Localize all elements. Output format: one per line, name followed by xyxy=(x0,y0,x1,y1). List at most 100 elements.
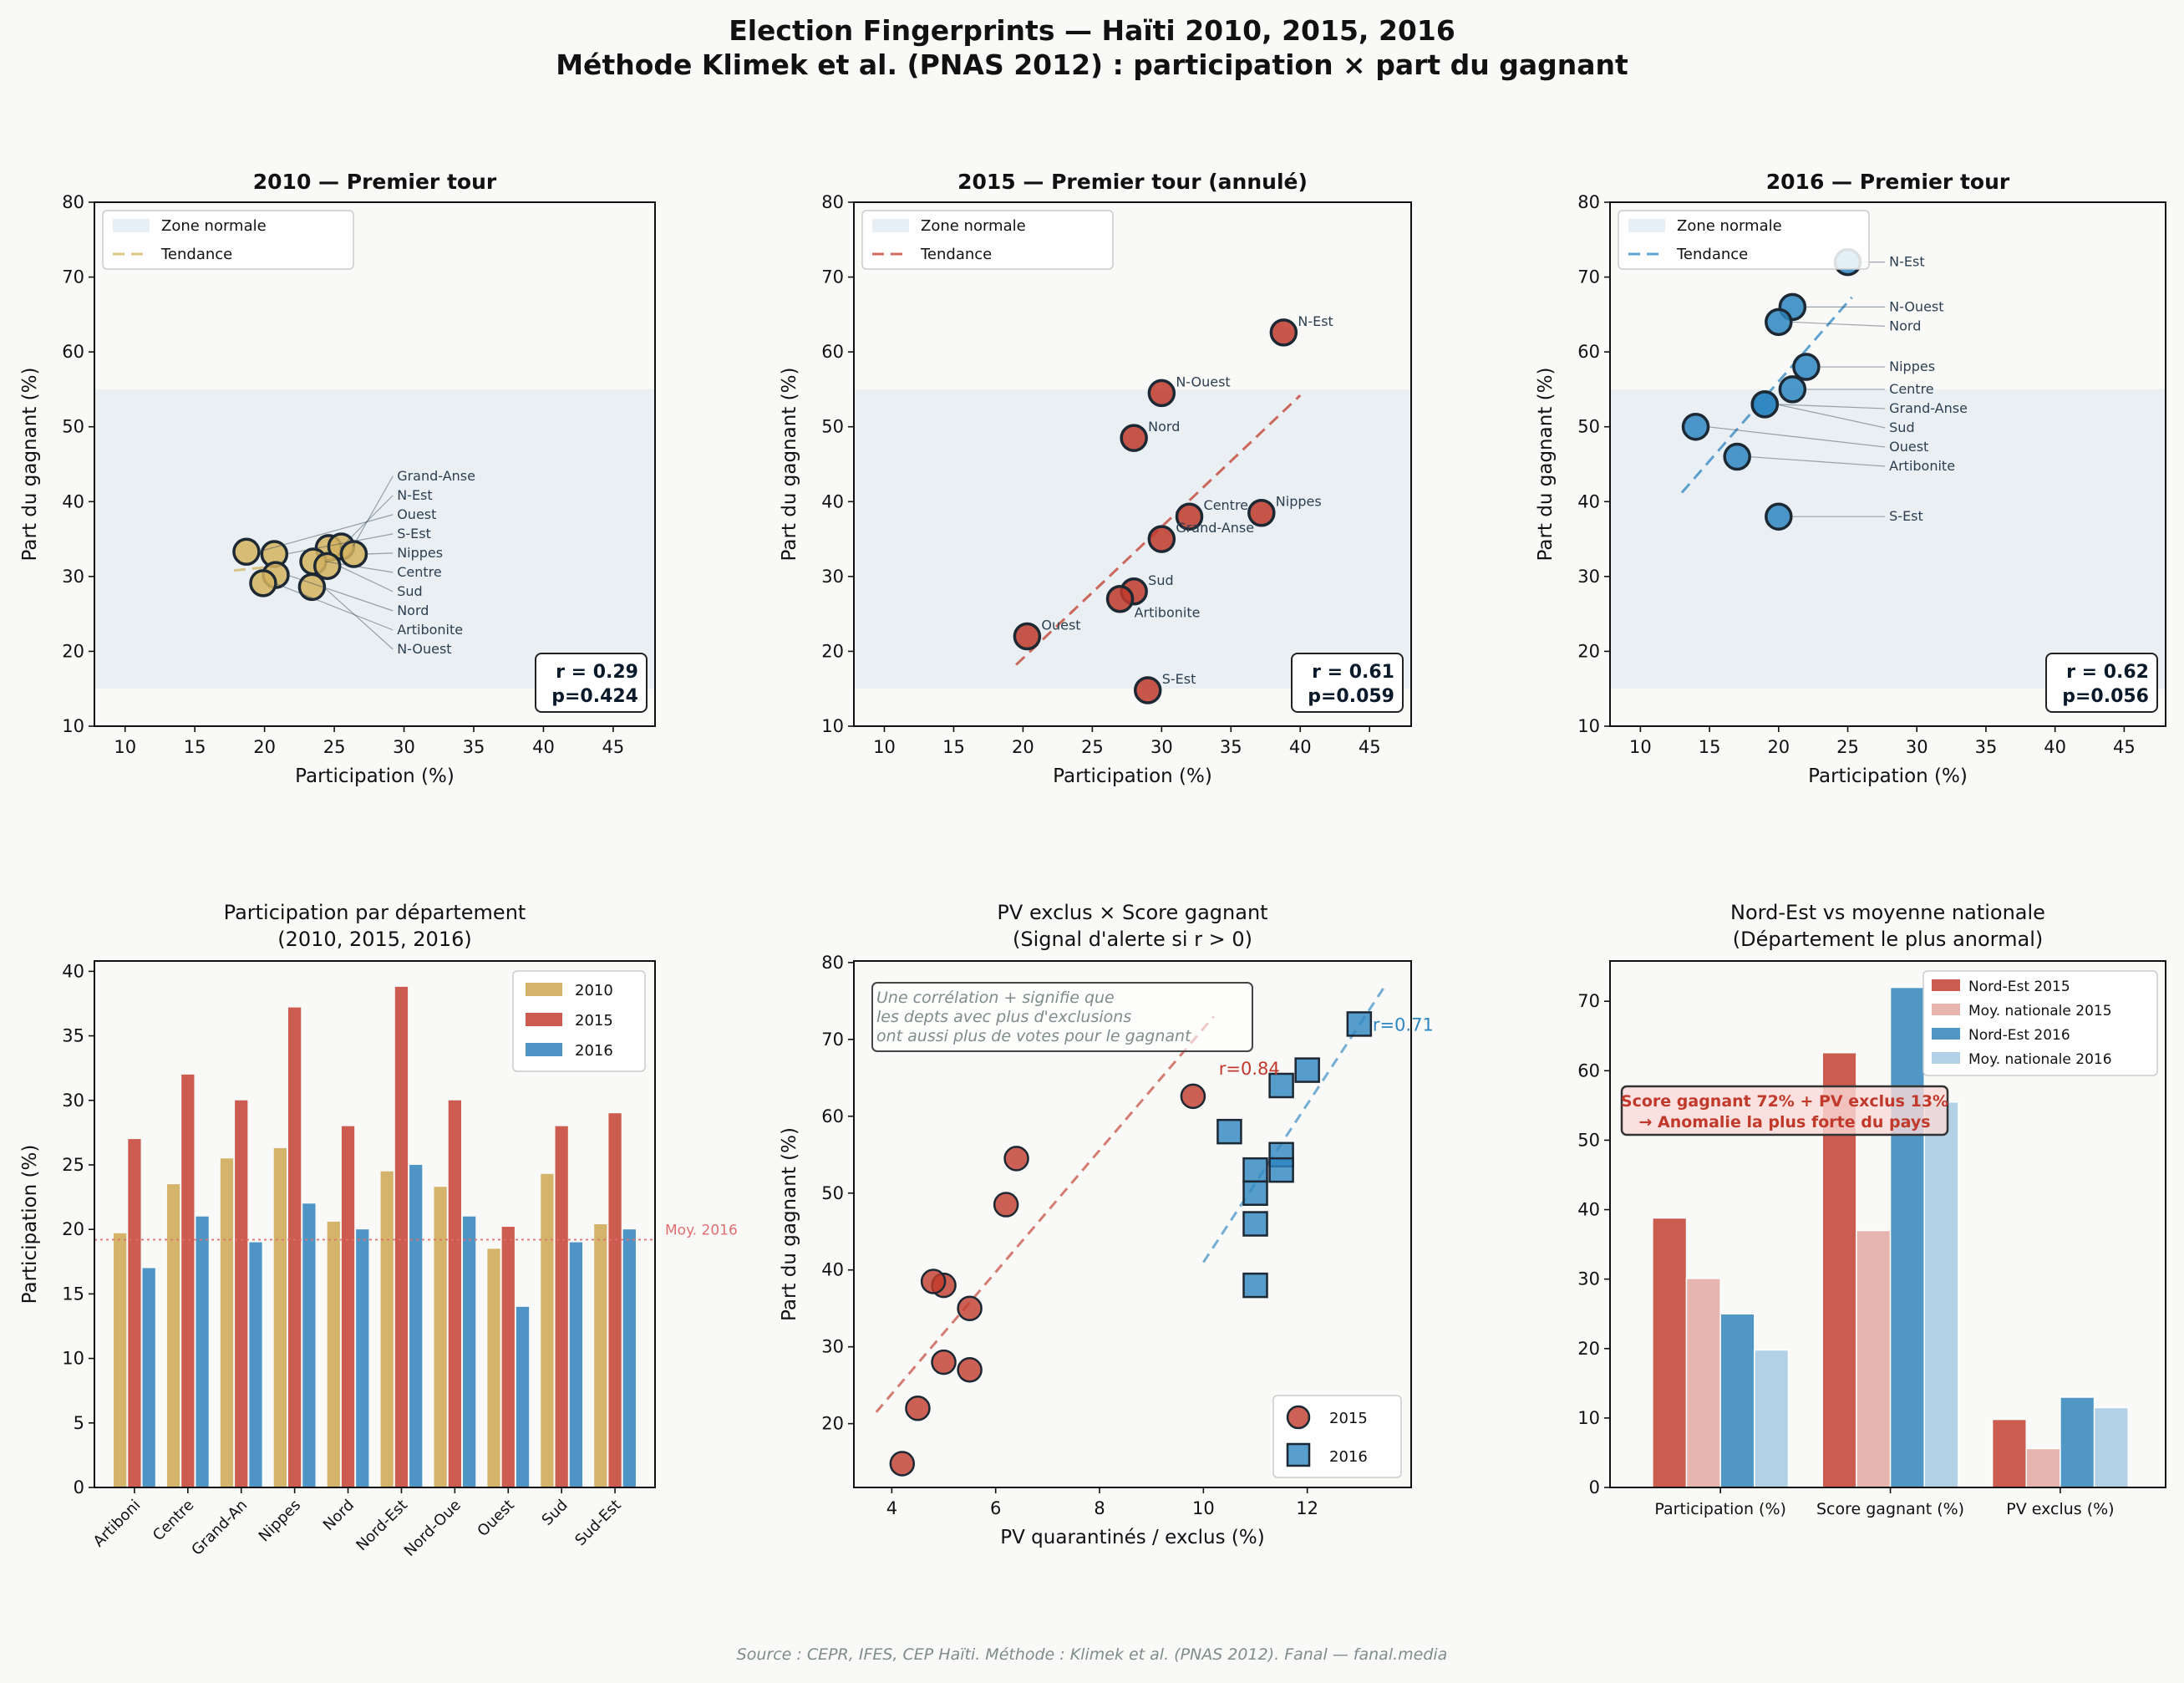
annotation-frame xyxy=(1620,1085,1949,1136)
legend-marker-2016 xyxy=(1286,1442,1311,1467)
point-label: Nord xyxy=(397,603,429,618)
legend-label: 2010 xyxy=(575,982,613,999)
legend-swatch-zone xyxy=(1628,219,1665,232)
point-2016 xyxy=(1268,1157,1294,1183)
source-note: Source : CEPR, IFES, CEP Haïti. Méthode … xyxy=(737,1645,1448,1664)
x-tick-label: 45 xyxy=(602,737,625,757)
y-tick-label: 30 xyxy=(1577,1269,1600,1289)
y-tick-label: 80 xyxy=(1577,192,1600,212)
bar-Moy. nationale 2015-0 xyxy=(1685,1278,1721,1488)
y-axis-label: Part du gagnant (%) xyxy=(779,368,800,562)
point-label: Ouest xyxy=(397,506,436,522)
legend: Zone normale Tendance xyxy=(102,210,354,270)
label-leader-line xyxy=(257,514,394,552)
point-2015 xyxy=(1180,1083,1206,1110)
bar-Moy. nationale 2015-1 xyxy=(1856,1229,1892,1488)
y-tick-label: 70 xyxy=(1577,267,1600,287)
data-point xyxy=(1778,375,1807,404)
point-label: Grand-Anse xyxy=(1889,400,1968,416)
stat-r: r = 0.62 xyxy=(2066,662,2149,683)
y-tick-label: 0 xyxy=(74,1477,84,1497)
scatter-panel-0: Grand-Anse N-Est Ouest S-Est Nippes Centre Sud… xyxy=(19,170,656,787)
x-tick-label: 10 xyxy=(1629,737,1652,757)
x-tick-label: 40 xyxy=(532,737,555,757)
x-tick-label: 35 xyxy=(463,737,485,757)
y-tick-label: 0 xyxy=(1589,1477,1600,1497)
participation-bar-panel: Moy. 2016 0 5 10 15 20 25 30 35 40 Participation (… xyxy=(19,901,738,1560)
bar-2015-Sud-Est xyxy=(608,1113,622,1487)
point-label: Ouest xyxy=(1041,618,1080,633)
legend: Zone normale Tendance xyxy=(861,210,1114,270)
point-2016 xyxy=(1346,1011,1373,1037)
stats-box: r = 0.61 p=0.059 xyxy=(1291,653,1404,713)
label-leader-line xyxy=(286,533,394,555)
legend-label: Tendance xyxy=(1676,246,1748,263)
y-tick-label: 10 xyxy=(821,716,844,736)
x-tick-label: 25 xyxy=(323,737,346,757)
data-point xyxy=(1765,308,1793,337)
point-label: N-Est xyxy=(1298,313,1333,329)
y-tick-label: 40 xyxy=(62,491,84,511)
axes-frame xyxy=(853,960,1412,1488)
bar-Nord-Est 2015-0 xyxy=(1652,1217,1688,1488)
label-leader-line xyxy=(287,574,394,612)
x-tick-label: 35 xyxy=(1220,737,1242,757)
y-tick-label: 70 xyxy=(821,1030,844,1050)
x-tick-label: 15 xyxy=(184,737,206,757)
legend-box xyxy=(102,210,354,270)
axes-frame xyxy=(94,201,656,727)
legend-label: Moy. nationale 2016 xyxy=(1968,1051,2112,1068)
data-point xyxy=(1723,442,1751,471)
normal-zone xyxy=(94,389,655,689)
category-label: Participation (%) xyxy=(1654,1500,1786,1518)
trend-line xyxy=(1015,394,1302,666)
panel-subtitle: (Signal d'alerte si r > 0) xyxy=(1013,928,1252,951)
bar-2010-Nippes xyxy=(273,1147,287,1487)
y-tick-label: 20 xyxy=(62,641,84,661)
stat-p: p=0.056 xyxy=(2062,686,2149,707)
data-point xyxy=(1681,412,1710,441)
stat-p: p=0.424 xyxy=(551,686,638,707)
point-label: Grand-Anse xyxy=(397,468,475,484)
x-axis-label: Participation (%) xyxy=(1808,765,1968,787)
legend-swatch xyxy=(526,1013,562,1026)
x-axis-label: PV quarantinés / exclus (%) xyxy=(1000,1527,1264,1548)
legend-box xyxy=(1618,210,1870,270)
bar-2010-Artiboni xyxy=(114,1233,127,1487)
point-label: Artibonite xyxy=(1135,605,1201,621)
bar-2010-Centre xyxy=(166,1184,180,1487)
data-point xyxy=(1147,379,1176,408)
point-label: Centre xyxy=(1889,381,1934,397)
label-leader-line xyxy=(1776,404,1886,429)
data-point xyxy=(1247,498,1276,527)
legend-swatch-zone xyxy=(872,219,909,232)
bar-2010-Sud-Est xyxy=(594,1224,607,1487)
point-label: Centre xyxy=(1204,497,1249,513)
y-tick-label: 60 xyxy=(62,342,84,362)
pv-exclus-scatter-panel: r=0.84 r=0.71 Une corrélation + signifie q… xyxy=(779,901,1434,1548)
y-tick-label: 50 xyxy=(821,417,844,437)
axes-frame xyxy=(1609,960,2166,1488)
point-2016 xyxy=(1242,1157,1268,1183)
bar-Nord-Est 2016-2 xyxy=(2060,1396,2095,1488)
r-label-2015: r=0.84 xyxy=(1219,1059,1280,1079)
y-tick-label: 15 xyxy=(62,1284,84,1304)
y-tick-label: 50 xyxy=(1577,1130,1600,1150)
y-tick-label: 25 xyxy=(62,1155,84,1175)
point-2016 xyxy=(1268,1072,1294,1099)
legend-label: Zone normale xyxy=(161,217,267,235)
y-tick-label: 30 xyxy=(821,567,844,587)
legend-marker-2015 xyxy=(1286,1405,1311,1430)
x-tick-label: 30 xyxy=(1906,737,1928,757)
point-label: N-Ouest xyxy=(1176,374,1230,389)
point-label: Sud xyxy=(1148,572,1173,588)
x-tick-label: 8 xyxy=(1094,1498,1105,1518)
x-tick-label: 20 xyxy=(1767,737,1790,757)
stats-box-frame xyxy=(535,653,648,713)
y-tick-label: 20 xyxy=(1577,641,1600,661)
data-point xyxy=(1792,353,1821,381)
point-label: Nord xyxy=(1148,419,1180,435)
bar-2016-Grand-An xyxy=(249,1242,262,1487)
data-point xyxy=(1013,622,1042,651)
